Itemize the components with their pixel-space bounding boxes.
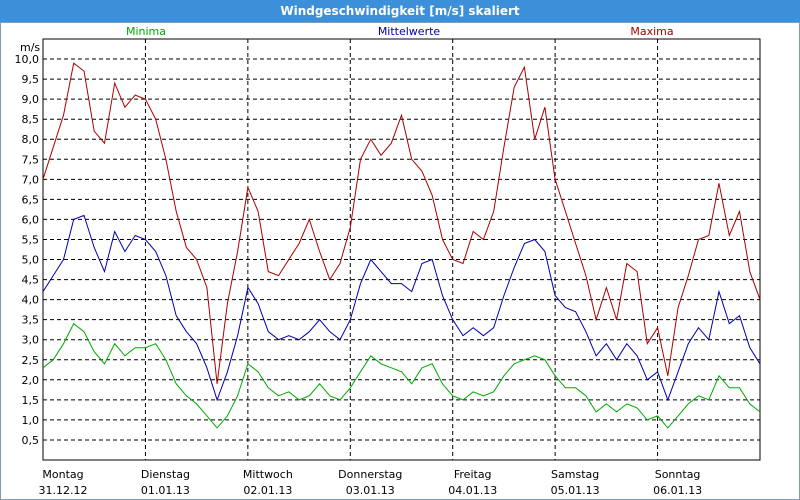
grid-lines: [43, 39, 760, 460]
x-tick-day: Sonntag: [655, 468, 701, 481]
x-tick-day: Donnerstag: [338, 468, 402, 481]
y-tick-label: 10,0: [15, 53, 40, 66]
chart-title-bar: Windgeschwindigkeit [m/s] skaliert: [0, 0, 800, 22]
x-tick-day: Mittwoch: [243, 468, 293, 481]
y-tick-label: 0,5: [22, 434, 40, 447]
y-tick-label: 8,0: [22, 133, 40, 146]
y-tick-label: 8,5: [22, 113, 40, 126]
y-tick-label: 4,5: [22, 274, 40, 287]
y-tick-label: 6,0: [22, 213, 40, 226]
y-tick-label: 3,0: [22, 334, 40, 347]
x-tick-date: 04.01.13: [448, 484, 497, 497]
legend-maxima: Maxima: [630, 25, 673, 38]
x-tick-day: Freitag: [454, 468, 492, 481]
y-tick-label: 7,5: [22, 153, 40, 166]
x-tick-date: 01.01.13: [141, 484, 190, 497]
x-tick-date: 05.01.13: [551, 484, 600, 497]
x-tick-day: Dienstag: [141, 468, 190, 481]
x-tick-labels: Montag 31.12.12 Dienstag 01.01.13 Mittwoch 02…: [39, 468, 703, 497]
y-tick-labels: 10,0 9,5 9,0 8,5 8,0 7,5 7,0 6,5 6,0 5,5 5,0 4,5 4,0…: [15, 53, 40, 447]
y-tick-label: 4,0: [22, 294, 40, 307]
chart-title: Windgeschwindigkeit [m/s] skaliert: [280, 4, 520, 18]
y-tick-label: 1,5: [22, 394, 40, 407]
series-lines: [42, 62, 761, 429]
x-tick-date: 31.12.12: [39, 484, 88, 497]
legend-minima: Minima: [126, 25, 166, 38]
y-tick-label: 9,0: [22, 93, 40, 106]
y-tick-label: 6,5: [22, 193, 40, 206]
y-tick-label: 7,0: [22, 173, 40, 186]
x-tick-date: 03.01.13: [346, 484, 395, 497]
legend-mittelwerte: Mittelwerte: [378, 25, 441, 38]
series-maxima-line: [42, 62, 761, 384]
x-tick-day: Montag: [42, 468, 83, 481]
y-tick-label: 1,0: [22, 414, 40, 427]
y-tick-label: 5,5: [22, 233, 40, 246]
y-tick-label: 2,5: [22, 354, 40, 367]
x-tick-day: Samstag: [551, 468, 599, 481]
plot-area: [42, 38, 761, 461]
x-tick-date: 06.01.13: [653, 484, 702, 497]
y-tick-label: 9,5: [22, 73, 40, 86]
y-tick-label: 2,0: [22, 374, 40, 387]
series-mittelwerte-line: [42, 214, 761, 402]
series-minima-line: [42, 322, 761, 429]
y-tick-label: 5,0: [22, 254, 40, 267]
y-tick-label: 3,5: [22, 314, 40, 327]
y-axis-label: m/s: [20, 41, 40, 54]
x-tick-date: 02.01.13: [243, 484, 292, 497]
